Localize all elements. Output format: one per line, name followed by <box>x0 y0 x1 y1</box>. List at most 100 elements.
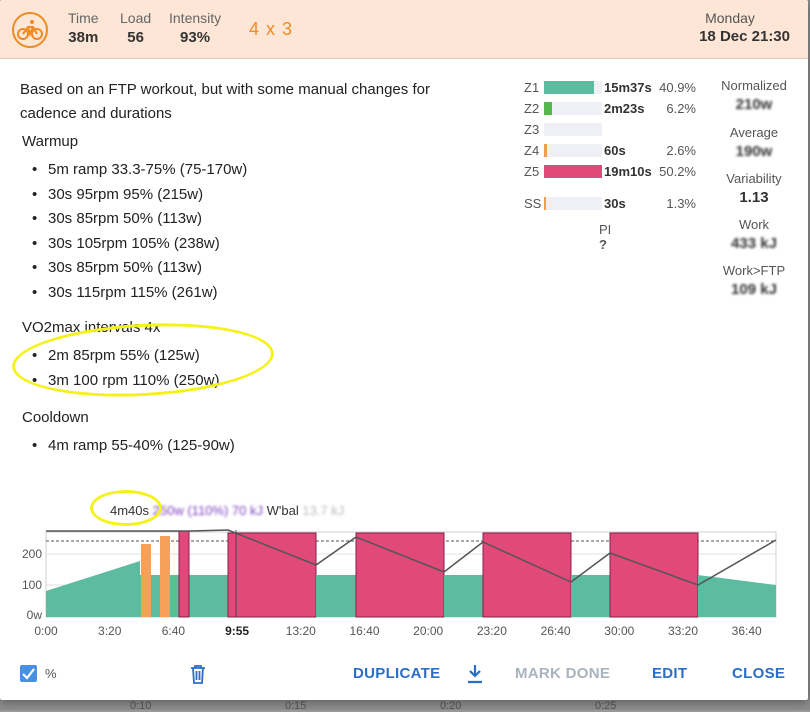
delete-icon[interactable] <box>188 663 208 685</box>
close-button[interactable]: CLOSE <box>732 665 786 682</box>
percent-checkbox[interactable] <box>20 665 37 682</box>
metric-value: 1.13 <box>739 189 769 206</box>
y-tick-label: 200 <box>22 547 42 561</box>
metric-average: Average 190w <box>714 125 794 160</box>
zone-name: Z3 <box>524 122 540 137</box>
vo2max-steps: 2m 85rpm 55% (125w) 3m 100 rpm 110% (250… <box>30 344 219 393</box>
metric-label: Work>FTP <box>722 263 786 278</box>
step-item: 30s 105rpm 105% (238w) <box>30 232 247 257</box>
zone-fill <box>544 102 552 115</box>
y-tick-label: 100 <box>22 578 42 592</box>
metric-label: Variability <box>726 171 782 186</box>
step-item: 4m ramp 55-40% (125-90w) <box>30 434 235 459</box>
metric-value: 109 kJ <box>731 281 777 298</box>
y-tick-label: 0w <box>27 608 43 622</box>
workout-name: 4 x 3 <box>249 19 294 39</box>
interval-block <box>482 532 572 618</box>
zone-bar <box>544 123 602 136</box>
x-tick-label: 16:40 <box>349 624 379 638</box>
x-tick-label: 36:40 <box>732 624 762 638</box>
stat-value: 56 <box>127 29 144 46</box>
zone-bar <box>544 144 602 157</box>
zone-percent: 6.2% <box>666 101 696 116</box>
hover-energy: 70 kJ <box>231 503 263 518</box>
metric-value: 190w <box>735 143 773 160</box>
pi-label: PI <box>599 222 612 237</box>
zone-name: Z2 <box>524 101 540 116</box>
zone-time: 60s <box>604 143 626 158</box>
mark-done-button[interactable]: MARK DONE <box>515 665 611 682</box>
stat-value: 38m <box>68 29 99 46</box>
zone-time: 30s <box>604 196 626 211</box>
recovery-block <box>444 575 483 617</box>
zone-time: 19m10s <box>604 164 652 179</box>
zone-time: 15m37s <box>604 80 652 95</box>
pi-value: ? <box>599 237 607 252</box>
zone-percent: 50.2% <box>659 164 696 179</box>
zone-percent: 40.9% <box>659 80 696 95</box>
workout-day: Monday <box>705 10 755 26</box>
stat-label: Load <box>120 10 152 26</box>
metric-label: Average <box>729 125 779 140</box>
step-item: 30s 85rpm 50% (113w) <box>30 256 247 281</box>
zone-bar <box>544 81 602 94</box>
highlight-annotation <box>90 490 162 526</box>
x-tick-label: 0:00 <box>34 624 58 638</box>
description-line: cadence and durations <box>20 105 172 122</box>
download-icon[interactable] <box>466 664 484 684</box>
step-item: 3m 100 rpm 110% (250w) <box>30 369 219 394</box>
step-item: 5m ramp 33.3-75% (75-170w) <box>30 158 247 183</box>
step-item: 30s 95rpm 95% (215w) <box>30 183 247 208</box>
zone-percent: 2.6% <box>666 143 696 158</box>
section-title-warmup: Warmup <box>22 133 79 150</box>
hover-wbal-label: W'bal <box>266 503 299 518</box>
backdrop-tick: 0:10 <box>130 700 152 712</box>
zone-percent: 1.3% <box>666 196 696 211</box>
edit-button[interactable]: EDIT <box>652 665 688 682</box>
section-title-vo2max: VO2max intervals 4x <box>22 319 161 336</box>
zone-name: SS <box>524 196 542 211</box>
interval-block <box>227 532 317 618</box>
recovery-block <box>316 575 356 617</box>
workout-description: Based on an FTP workout, but with some m… <box>20 78 500 126</box>
recovery-block <box>571 575 610 617</box>
warmup-surge-block <box>160 536 170 617</box>
metric-value: 210w <box>735 96 773 113</box>
percent-label: % <box>45 666 57 681</box>
interval-block <box>609 532 699 618</box>
metric-value: 433 kJ <box>731 235 777 252</box>
x-tick-label: 26:40 <box>541 624 571 638</box>
dialog-header: Time 38m Load 56 Intensity 93% 4 x 3 Mon… <box>0 0 808 59</box>
wbal-line <box>46 529 777 586</box>
x-tick-label: 13:20 <box>286 624 316 638</box>
stat-value: 93% <box>180 29 211 46</box>
zone-name: Z1 <box>524 80 540 95</box>
stat-label: Time <box>68 10 99 26</box>
interval-block <box>355 532 445 618</box>
duplicate-button[interactable]: DUPLICATE <box>353 665 441 682</box>
stat-time: Time 38m <box>68 10 99 46</box>
cooldown-ramp-area <box>698 575 776 617</box>
hover-power: 250w (110%) <box>152 503 229 518</box>
zone-name: Z5 <box>524 164 540 179</box>
warmup-steps: 5m ramp 33.3-75% (75-170w) 30s 95rpm 95%… <box>30 158 247 305</box>
x-tick-label: 23:20 <box>477 624 507 638</box>
x-axis-ticks: 0:00 3:20 6:40 9:55 13:20 16:40 20:00 23:20 26:4… <box>34 624 762 638</box>
x-tick-label: 9:55 <box>225 624 249 638</box>
metric-work-over-ftp: Work>FTP 109 kJ <box>714 263 794 298</box>
zone-time: 2m23s <box>604 101 645 116</box>
zone-name: Z4 <box>524 143 540 158</box>
x-tick-label: 20:00 <box>413 624 443 638</box>
warmup-ramp-area <box>46 561 140 617</box>
metric-label: Normalized <box>721 78 787 93</box>
backdrop-tick: 0:15 <box>285 700 307 712</box>
hover-wbal: 13.7 kJ <box>302 503 345 518</box>
zone-bar <box>544 197 602 210</box>
step-item: 30s 115rpm 115% (261w) <box>30 281 247 306</box>
stat-load: Load 56 <box>120 10 151 46</box>
zone-fill <box>544 144 547 157</box>
cycling-icon <box>12 12 48 48</box>
zone-bar <box>544 102 602 115</box>
workout-power-chart[interactable]: 0w 100 200 0:00 3:20 6:40 9:55 13:20 16:40 20:… <box>0 525 808 645</box>
x-tick-label: 3:20 <box>98 624 122 638</box>
